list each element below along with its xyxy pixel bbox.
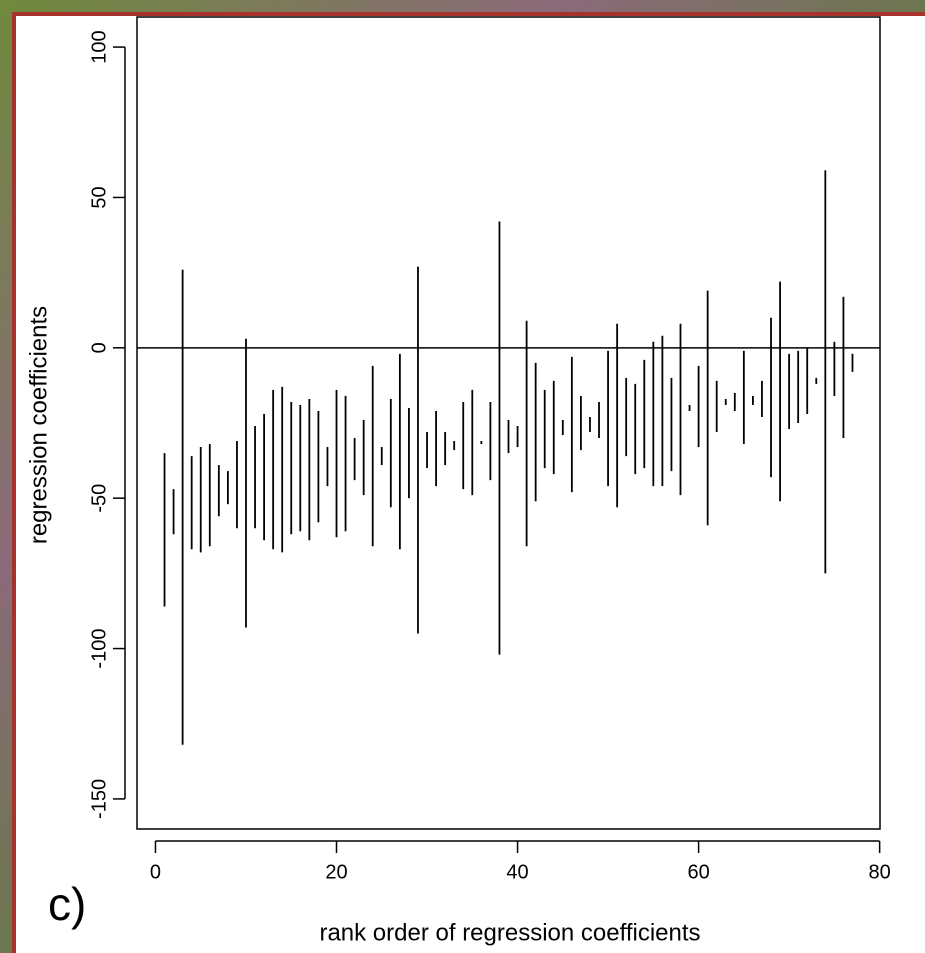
x-tick-label: 40 <box>506 861 528 883</box>
y-tick-label: 50 <box>88 186 110 208</box>
y-tick-label: 0 <box>88 342 110 353</box>
x-axis-label: rank order of regression coefficients <box>319 919 700 946</box>
x-tick-label: 60 <box>687 861 709 883</box>
plot-box <box>136 16 881 830</box>
y-tick-label: -50 <box>88 484 110 513</box>
y-tick-label: -150 <box>88 779 110 819</box>
annotation: c) <box>48 878 86 930</box>
y-axis-label: regression coefficients <box>25 306 52 544</box>
x-tick-label: 80 <box>869 861 891 883</box>
x-tick-label: 0 <box>150 861 161 883</box>
y-tick-label: -100 <box>88 629 110 669</box>
y-tick-label: 100 <box>88 30 110 63</box>
x-tick-label: 20 <box>325 861 347 883</box>
